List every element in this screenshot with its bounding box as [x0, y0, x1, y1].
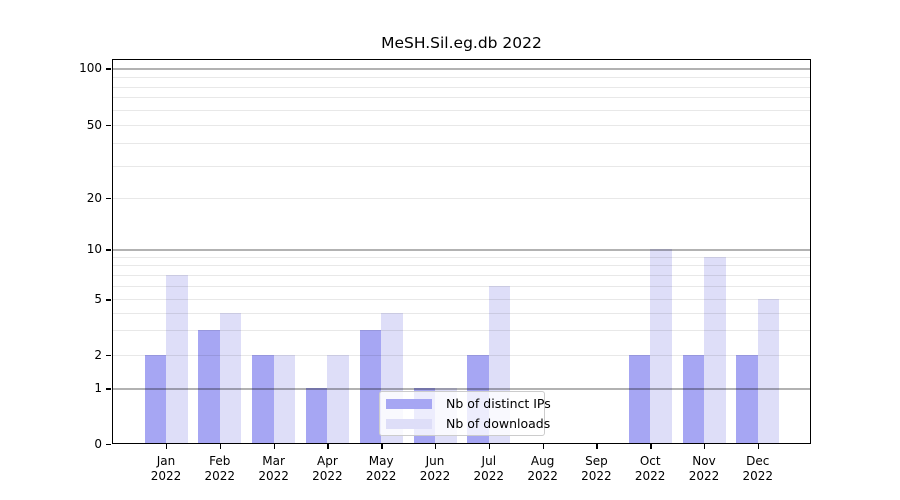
gridline-y-30: [113, 165, 810, 167]
bar-distinct-ips-jan: [144, 355, 166, 444]
x-tick-mark-jun: [435, 444, 437, 449]
bar-distinct-ips-oct: [628, 355, 651, 444]
bar-distinct-ips-nov: [682, 355, 704, 444]
x-tick-label-feb: Feb 2022: [204, 454, 236, 483]
gridline-y-90: [113, 76, 810, 78]
bar-distinct-ips-dec: [736, 355, 758, 444]
x-tick-label-apr: Apr 2022: [312, 454, 343, 483]
gridline-y-60: [113, 110, 810, 112]
gridline-y-7: [113, 275, 810, 277]
legend-swatch-downloads: [386, 418, 432, 429]
y-tick-label-0: 0: [94, 437, 102, 451]
gridline-y-5: [113, 299, 810, 301]
bar-downloads-jan: [166, 275, 188, 444]
x-tick-label-sep: Sep 2022: [581, 454, 612, 483]
x-tick-label-jul: Jul 2022: [473, 454, 505, 483]
gridline-y-70: [113, 97, 810, 99]
gridline-y-100: [113, 68, 810, 70]
bar-distinct-ips-apr: [305, 388, 328, 444]
legend-label-downloads: Nb of downloads: [446, 416, 551, 431]
x-tick-label-may: May 2022: [365, 454, 397, 483]
x-tick-label-jun: Jun 2022: [419, 454, 451, 483]
gridline-y-6: [113, 286, 810, 288]
x-tick-mark-may: [381, 444, 383, 449]
bar-downloads-mar: [273, 355, 296, 444]
y-tick-mark-20: [106, 197, 111, 200]
gridline-y-20: [113, 197, 810, 199]
bar-downloads-feb: [219, 312, 242, 444]
bar-downloads-apr: [327, 355, 349, 444]
x-tick-label-mar: Mar 2022: [258, 454, 289, 483]
legend-label-distinct-ips: Nb of distinct IPs: [446, 396, 551, 411]
legend-row-distinct-ips: Nb of distinct IPs: [386, 396, 551, 412]
x-tick-mark-mar: [273, 444, 275, 449]
x-tick-mark-nov: [704, 444, 706, 449]
y-tick-mark-50: [106, 125, 111, 127]
legend-row-downloads: Nb of downloads: [386, 416, 550, 432]
gridline-y-50: [113, 125, 810, 126]
x-tick-label-dec: Dec 2022: [742, 454, 774, 483]
x-tick-mark-dec: [757, 444, 760, 449]
x-tick-mark-feb: [219, 444, 222, 449]
gridline-y-9: [113, 256, 810, 258]
y-tick-mark-10: [106, 249, 111, 251]
gridline-y-1: [113, 388, 810, 390]
x-tick-mark-sep: [596, 444, 598, 449]
x-tick-label-jan: Jan 2022: [150, 454, 182, 483]
gridline-y-8: [113, 265, 810, 267]
y-tick-label-1: 1: [94, 381, 102, 396]
bar-distinct-ips-feb: [198, 330, 220, 444]
legend-swatch-distinct-ips: [386, 398, 432, 409]
y-tick-mark-1: [106, 388, 111, 390]
gridline-y-10: [113, 249, 810, 251]
gridline-y-80: [113, 86, 810, 88]
chart-title: MeSH.Sil.eg.db 2022: [381, 34, 542, 52]
y-tick-mark-2: [106, 355, 111, 357]
bar-distinct-ips-mar: [252, 355, 274, 444]
gridline-y-40: [113, 142, 810, 144]
x-tick-mark-jan: [166, 444, 168, 449]
x-tick-mark-oct: [650, 444, 652, 449]
y-tick-label-20: 20: [86, 190, 102, 205]
y-tick-mark-5: [106, 299, 111, 301]
y-tick-label-50: 50: [86, 118, 102, 132]
x-tick-mark-aug: [542, 444, 544, 449]
x-tick-label-aug: Aug 2022: [527, 454, 558, 483]
x-tick-mark-jul: [488, 444, 491, 449]
bar-downloads-nov: [704, 256, 726, 444]
bar-downloads-oct: [650, 249, 672, 444]
y-tick-mark-100: [106, 68, 111, 70]
y-tick-label-100: 100: [79, 61, 102, 76]
bar-distinct-ips-may: [359, 330, 382, 444]
legend: Nb of distinct IPs Nb of downloads: [379, 391, 551, 436]
x-tick-label-oct: Oct 2022: [634, 454, 666, 483]
gridline-y-3: [113, 330, 810, 332]
y-tick-label-5: 5: [94, 292, 102, 307]
x-tick-mark-apr: [327, 444, 329, 449]
y-tick-mark-0: [106, 444, 111, 446]
y-tick-label-2: 2: [94, 348, 102, 362]
y-tick-label-10: 10: [86, 242, 102, 257]
gridline-y-4: [113, 312, 810, 314]
bar-downloads-dec: [757, 299, 780, 444]
gridline-y-2: [113, 355, 810, 356]
x-tick-label-nov: Nov 2022: [688, 454, 720, 483]
